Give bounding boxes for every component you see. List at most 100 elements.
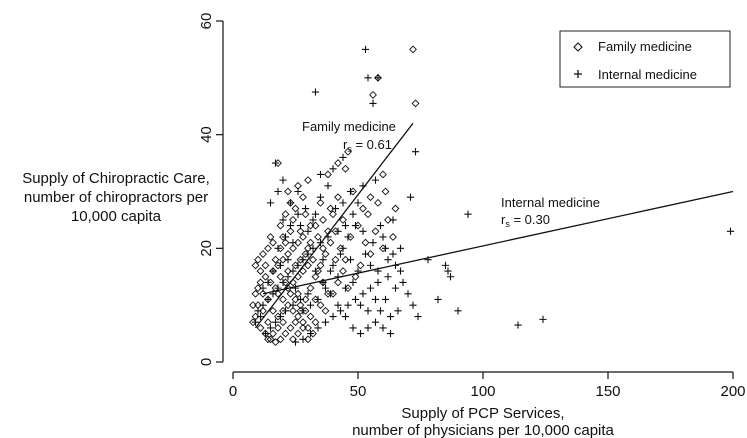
family-medicine-point — [299, 233, 307, 241]
internal-medicine-point — [309, 216, 317, 224]
family-medicine-point — [334, 193, 342, 202]
family-medicine-point — [306, 238, 315, 247]
legend-label-internal: Internal medicine — [598, 67, 697, 82]
internal-medicine-point — [279, 176, 287, 184]
internal-medicine-point — [271, 318, 280, 326]
family-medicine-point — [274, 289, 282, 298]
internal-medicine-point — [346, 187, 355, 196]
internal-medicine-point — [296, 222, 305, 230]
family-medicine-point — [311, 272, 320, 281]
internal-medicine-point — [374, 267, 382, 275]
annotation-internal-stat-value: = 0.30 — [510, 212, 550, 227]
family-medicine-point — [304, 261, 312, 270]
internal-medicine-point — [331, 204, 340, 213]
internal-medicine-point — [291, 338, 300, 346]
internal-medicine-point — [414, 312, 422, 321]
internal-medicine-point — [376, 222, 385, 230]
internal-medicine-point — [359, 182, 367, 190]
family-medicine-point — [294, 238, 302, 247]
internal-medicine-point — [261, 329, 270, 338]
internal-medicine-point — [334, 227, 342, 235]
family-medicine-point — [371, 227, 380, 236]
internal-medicine-point — [446, 273, 455, 281]
family-medicine-point — [276, 272, 285, 281]
internal-medicine-point — [306, 329, 315, 338]
internal-medicine-point — [364, 324, 372, 332]
internal-medicine-point — [311, 88, 320, 96]
family-medicine-point — [264, 335, 272, 344]
family-medicine-point — [294, 329, 302, 338]
internal-medicine-point — [396, 244, 405, 252]
internal-medicine-point — [441, 261, 450, 269]
family-medicine-point — [254, 284, 262, 293]
internal-medicine-point — [374, 278, 382, 287]
fit-line-family-medicine — [254, 122, 414, 329]
internal-medicine-point — [324, 182, 332, 190]
y-axis-title-line-3: 10,000 capita — [71, 208, 162, 225]
legend-diamond-icon — [573, 42, 583, 52]
internal-medicine-point — [379, 324, 387, 332]
family-medicine-point — [379, 170, 387, 179]
family-medicine-point — [339, 267, 347, 276]
y-tick-label: 0 — [198, 358, 215, 366]
family-medicine-point — [299, 318, 307, 327]
internal-medicine-point — [351, 222, 360, 230]
family-medicine-point — [304, 335, 312, 344]
internal-medicine-point — [281, 307, 290, 315]
internal-medicine-point — [381, 295, 390, 304]
internal-medicine-point — [314, 295, 322, 304]
family-medicine-point — [341, 164, 350, 173]
legend: Family medicine Internal medicine — [559, 30, 731, 88]
family-medicine-point — [409, 45, 417, 54]
internal-medicine-point — [369, 99, 377, 108]
internal-medicine-point — [334, 273, 342, 281]
internal-medicine-point — [349, 324, 357, 332]
family-medicine-point — [281, 238, 290, 247]
internal-medicine-point — [411, 148, 420, 156]
x-tick-label: 0 — [229, 383, 237, 400]
internal-medicine-point — [464, 210, 472, 218]
family-medicine-point — [251, 289, 260, 298]
internal-medicine-point — [406, 193, 415, 201]
internal-medicine-point — [284, 256, 292, 264]
internal-medicine-point — [341, 312, 350, 321]
family-medicine-point — [391, 204, 400, 213]
family-medicine-point — [306, 284, 315, 293]
internal-medicine-point — [294, 210, 302, 218]
family-medicine-point — [339, 215, 347, 224]
internal-medicine-point — [299, 335, 307, 343]
family-medicine-point — [269, 329, 277, 338]
internal-medicine-point — [321, 284, 330, 292]
family-medicine-point — [279, 295, 287, 304]
internal-medicine-point — [374, 74, 382, 82]
internal-medicine-point — [404, 290, 412, 298]
family-medicine-point — [316, 198, 325, 207]
family-medicine-point — [269, 306, 277, 315]
annotation-family-stat-value: = 0.61 — [352, 137, 392, 152]
internal-medicine-point — [314, 324, 322, 332]
family-medicine-point — [259, 250, 267, 258]
family-medicine-point — [284, 187, 292, 196]
family-medicine-point — [299, 267, 307, 276]
family-medicine-point — [281, 210, 290, 219]
annotation-internal-stat: rs = 0.30 — [501, 212, 550, 229]
internal-medicine-point — [316, 170, 325, 179]
internal-medicine-point — [444, 267, 452, 275]
internal-medicine-point — [306, 301, 315, 309]
family-medicine-point — [269, 238, 277, 247]
internal-medicine-point — [316, 239, 325, 247]
family-medicine-point — [321, 306, 330, 315]
family-medicine-point — [286, 227, 295, 236]
family-medicine-point — [331, 255, 340, 264]
internal-medicine-point — [286, 222, 295, 230]
annotation-internal-title: Internal medicine — [501, 195, 600, 210]
internal-medicine-point — [264, 295, 272, 304]
internal-medicine-point — [329, 165, 337, 173]
family-medicine-point — [281, 329, 290, 338]
internal-medicine-point — [341, 222, 350, 230]
family-medicine-point — [411, 99, 420, 108]
x-tick-label: 50 — [350, 383, 367, 400]
family-medicine-point — [326, 238, 335, 247]
fit-lines — [254, 122, 734, 329]
family-medicine-point — [259, 306, 267, 315]
